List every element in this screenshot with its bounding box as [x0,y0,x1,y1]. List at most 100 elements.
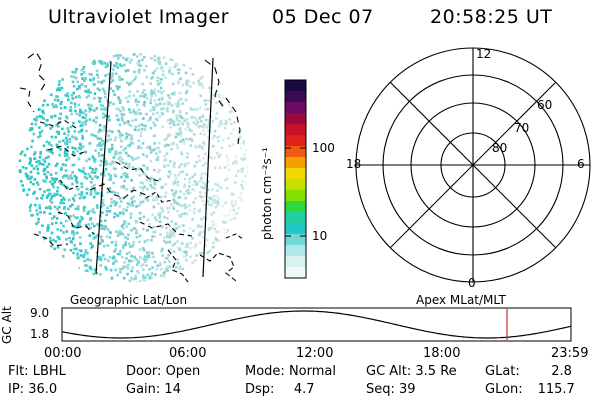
image-pixel [113,203,117,206]
image-pixel [158,168,161,172]
image-pixel [195,181,199,185]
image-pixel [121,133,124,137]
image-pixel [139,201,143,205]
image-pixel [125,136,129,139]
image-pixel [173,242,177,245]
image-pixel [113,250,116,253]
image-pixel [71,70,74,74]
image-pixel [125,188,128,191]
image-pixel [78,249,81,252]
image-pixel [176,202,180,206]
image-pixel [85,187,89,191]
image-pixel [216,203,220,207]
image-pixel [193,122,197,125]
image-pixel [178,128,182,132]
image-pixel [167,143,170,147]
image-pixel [55,124,58,127]
image-pixel [188,209,192,212]
image-pixel [188,185,191,188]
image-pixel [141,142,145,145]
image-pixel [38,126,41,129]
image-pixel [127,108,131,111]
image-pixel [58,180,61,183]
image-pixel [172,91,176,95]
image-pixel [120,185,123,189]
image-pixel [180,163,183,166]
image-pixel [141,82,145,86]
image-pixel [91,210,95,214]
image-pixel [142,227,145,231]
image-pixel [30,145,33,149]
colorbar-unit-label: photon cm⁻²s⁻¹ [260,147,274,240]
image-pixel [107,115,111,118]
image-pixel [109,138,112,141]
image-pixel [99,235,103,238]
image-pixel [52,105,56,109]
image-pixel [185,212,189,216]
image-pixel [93,188,97,191]
image-pixel [55,177,59,181]
image-pixel [45,175,48,178]
image-pixel [87,94,90,98]
image-pixel [130,134,134,138]
image-pixel [210,213,213,216]
image-pixel [51,103,54,106]
image-pixel [85,119,88,122]
image-pixel [172,250,176,253]
image-pixel [96,137,100,140]
image-pixel [173,194,176,198]
image-pixel [169,203,173,206]
image-pixel [166,265,169,269]
image-pixel [63,198,66,201]
image-pixel [217,230,221,234]
image-pixel [77,267,80,270]
image-pixel [198,106,202,110]
image-pixel [117,107,120,111]
image-pixel [182,270,185,273]
image-pixel [98,154,101,158]
image-pixel [148,251,151,254]
image-pixel [186,152,189,155]
image-pixel [113,139,117,142]
image-pixel [70,112,73,116]
image-pixel [41,194,45,197]
image-pixel [150,57,153,60]
colorbar-frame [284,79,307,279]
image-pixel [53,114,57,118]
image-pixel [99,137,102,141]
image-pixel [65,139,69,142]
image-pixel [166,269,169,272]
image-pixel [241,187,245,190]
image-pixel [195,123,199,127]
image-pixel [191,175,194,179]
image-pixel [105,210,109,213]
image-pixel [116,66,120,69]
image-pixel [171,58,174,62]
image-pixel [72,247,76,251]
image-pixel [115,214,119,217]
image-pixel [193,108,196,111]
image-pixel [160,112,164,115]
image-pixel [38,114,42,118]
image-pixel [192,201,195,204]
image-pixel [232,193,235,196]
image-pixel [99,273,102,276]
image-pixel [81,121,84,124]
status-gain-value: 14 [164,382,181,397]
image-pixel [134,118,138,122]
image-pixel [122,108,126,112]
image-pixel [35,115,39,119]
image-pixel [227,168,231,172]
image-pixel [211,223,215,227]
image-pixel [186,118,189,121]
image-pixel [217,139,220,143]
image-pixel [133,256,137,259]
colorbar-cell [285,190,306,202]
image-pixel [232,208,235,212]
image-pixel [177,123,180,126]
image-pixel [195,108,199,111]
image-pixel [129,124,133,128]
image-pixel [168,71,171,74]
image-pixel [199,191,202,194]
image-pixel [82,206,86,209]
